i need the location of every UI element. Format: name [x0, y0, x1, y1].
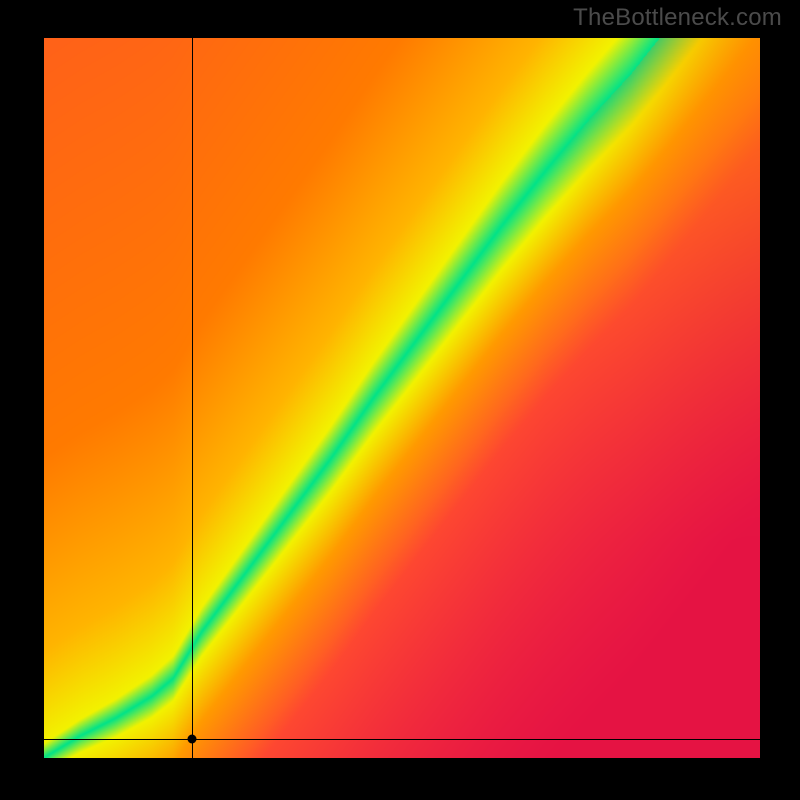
- crosshair-marker: [188, 735, 197, 744]
- crosshair-vertical: [192, 38, 193, 758]
- bottleneck-heatmap: [44, 38, 760, 758]
- crosshair-horizontal: [44, 739, 760, 740]
- watermark-text: TheBottleneck.com: [573, 4, 782, 32]
